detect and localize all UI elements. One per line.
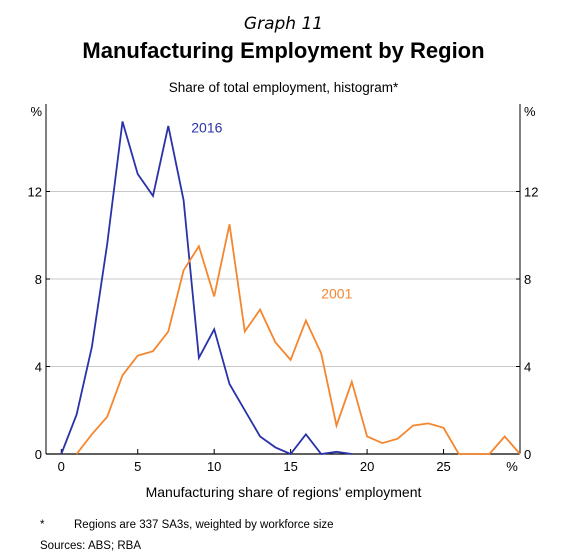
series-line-2001	[75, 224, 521, 455]
x-tick-label: 5	[134, 459, 141, 474]
y-unit-left: %	[30, 104, 42, 119]
y-tick-label-right: 12	[524, 185, 538, 200]
series-line-2016	[60, 121, 352, 456]
x-axis-label: Manufacturing share of regions' employme…	[145, 484, 422, 500]
footnote-marker: *	[40, 519, 45, 531]
chart-title: Manufacturing Employment by Region	[82, 38, 485, 63]
y-unit-right: %	[524, 104, 536, 119]
y-tick-label-right: 8	[524, 272, 531, 287]
y-tick-label-left: 8	[35, 272, 42, 287]
y-tick-label-right: 4	[524, 360, 531, 375]
graph-number: Graph 11	[243, 14, 324, 34]
series-label-2001: 2001	[321, 286, 352, 302]
series-label-2016: 2016	[191, 119, 222, 135]
footnote: * Regions are 337 SA3s, weighted by workf…	[40, 519, 334, 531]
y-tick-label-left: 4	[35, 360, 42, 375]
sources: Sources: ABS; RBA	[40, 540, 141, 552]
y-tick-label-left: 0	[35, 447, 42, 462]
footnote-text: Regions are 337 SA3s, weighted by workfo…	[74, 519, 334, 531]
y-tick-label-right: 0	[524, 447, 531, 462]
x-tick-label: 15	[283, 459, 297, 474]
x-unit-label: %	[506, 459, 518, 474]
x-tick-label: 25	[436, 459, 450, 474]
x-tick-label: 0	[58, 459, 65, 474]
chart-subtitle: Share of total employment, histogram*	[168, 80, 399, 95]
y-tick-label-left: 12	[28, 185, 42, 200]
x-tick-label: 10	[207, 459, 221, 474]
x-tick-label: 20	[360, 459, 374, 474]
